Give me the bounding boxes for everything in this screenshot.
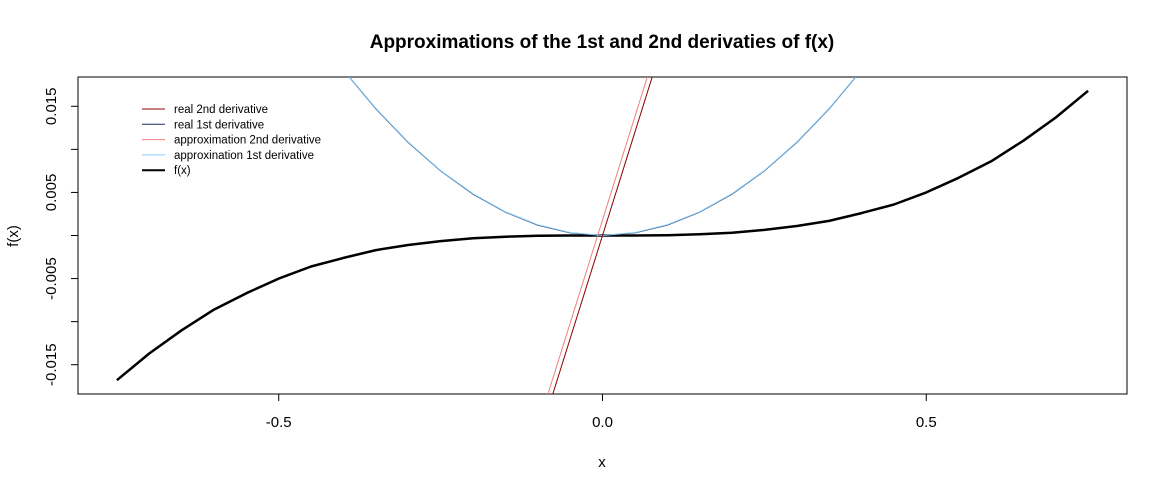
x-tick-label: -0.5: [266, 414, 292, 431]
y-tick-label: 0.015: [43, 88, 60, 126]
legend-label: real 2nd derivative: [174, 104, 268, 116]
legend-label: real 1st derivative: [174, 119, 264, 131]
series-line-approxination-1st-derivative: [348, 77, 857, 236]
x-tick-label: 0.0: [592, 414, 613, 431]
series-line-real-2nd-derivative: [552, 77, 653, 394]
y-tick-label: 0.005: [43, 174, 60, 212]
x-axis-label: x: [598, 454, 606, 471]
legend-label: approximation 2nd derivative: [174, 135, 321, 147]
x-tick-label: 0.5: [916, 414, 937, 431]
legend-label: approxination 1st derivative: [174, 150, 314, 162]
series-layer: [116, 77, 1089, 394]
y-tick-label: -0.015: [43, 343, 60, 386]
legend-label: f(x): [174, 165, 191, 177]
y-axis: -0.015 -0.005 0.005 0.015: [43, 88, 79, 386]
legend: real 2nd derivative real 1st derivative ap…: [142, 104, 321, 177]
y-tick-label: -0.005: [43, 257, 60, 300]
chart-title: Approximations of the 1st and 2nd deriva…: [370, 32, 835, 53]
y-axis-label: f(x): [5, 225, 22, 247]
x-axis: -0.5 0.0 0.5: [266, 393, 937, 431]
series-line-approximation-2nd-derivative: [547, 77, 648, 394]
